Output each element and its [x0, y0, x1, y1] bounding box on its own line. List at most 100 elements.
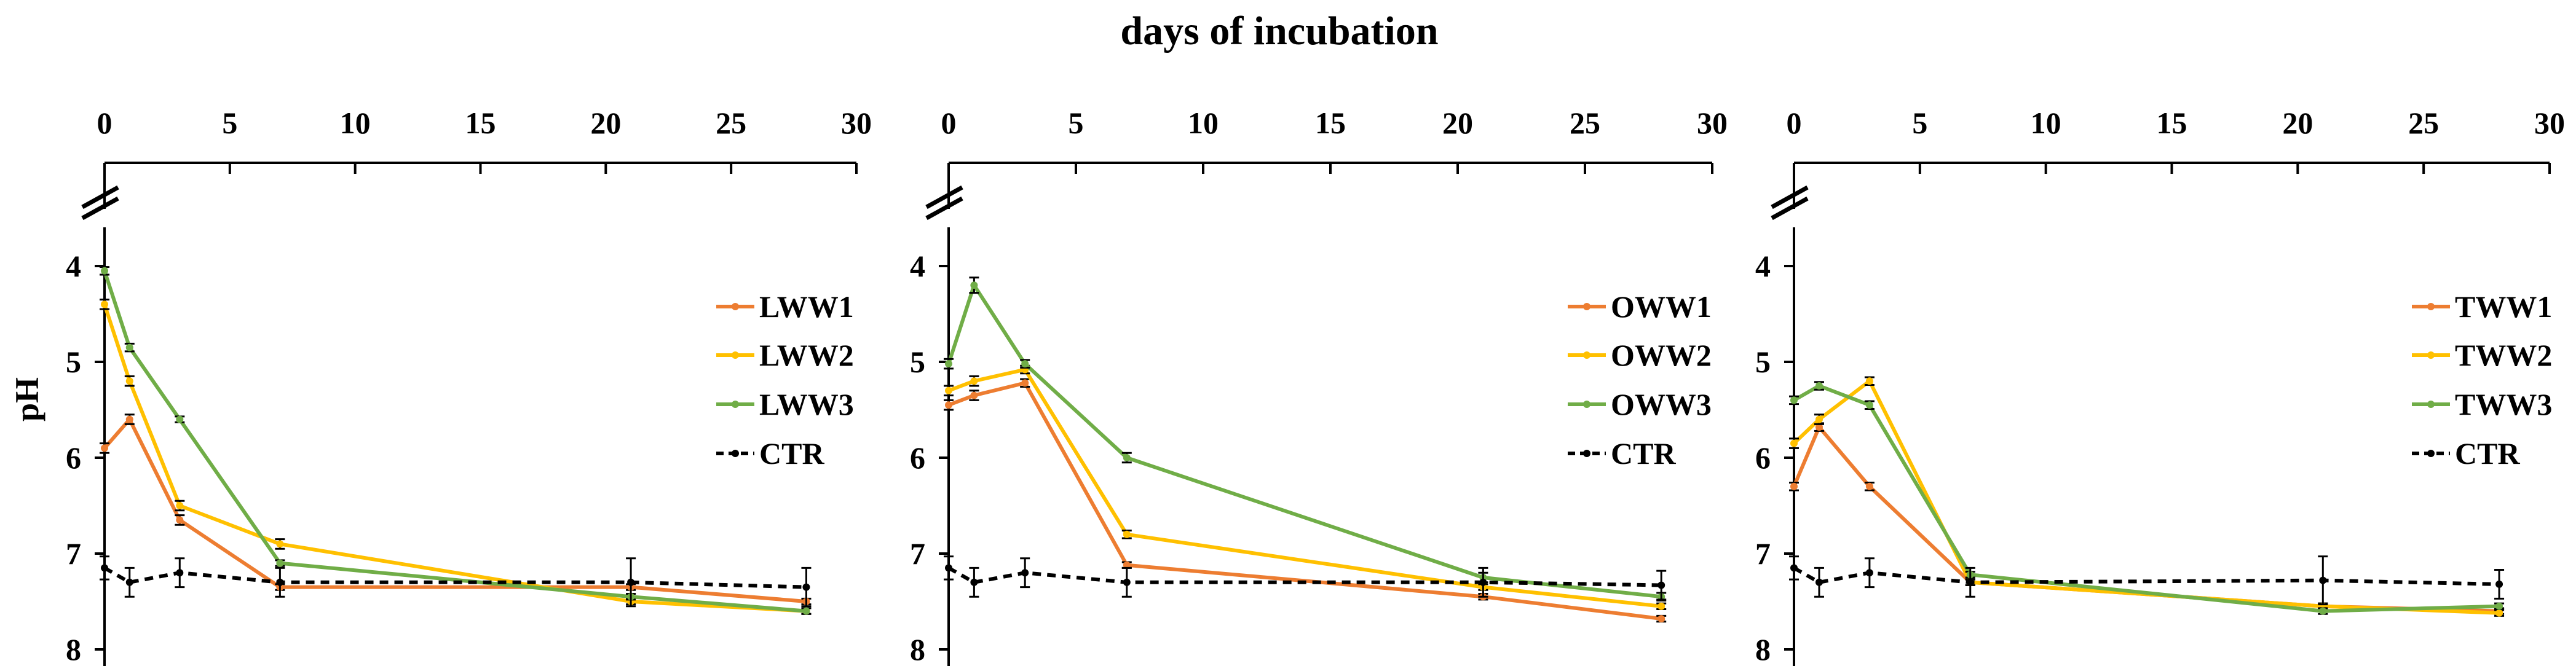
series-line — [947, 566, 1662, 587]
legend-label: LWW3 — [759, 387, 854, 421]
axis-break-mark — [81, 185, 119, 210]
legend-marker — [2427, 450, 2435, 457]
data-point — [1021, 379, 1029, 387]
legend-label: CTR — [759, 436, 824, 471]
data-point — [945, 401, 952, 409]
y-tick-label: 8 — [910, 632, 925, 666]
x-tick-label: 30 — [1697, 106, 1728, 140]
legend-marker — [1583, 351, 1590, 359]
data-point — [2495, 580, 2503, 588]
legend-marker — [1583, 401, 1590, 408]
legend-marker — [732, 303, 739, 310]
legend-label: OWW2 — [1611, 338, 1712, 372]
x-tick-label: 25 — [1570, 106, 1600, 140]
axis-break-mark — [925, 185, 963, 210]
y-tick-label: 7 — [66, 536, 81, 571]
y-tick-label: 6 — [910, 441, 925, 475]
series-tww3 — [1789, 381, 2505, 615]
data-point — [970, 578, 978, 586]
legend-marker — [732, 401, 739, 408]
data-point — [1815, 415, 1823, 423]
data-point — [101, 267, 108, 275]
axis-break-mark — [925, 196, 963, 221]
y-tick-label: 7 — [1755, 536, 1771, 571]
x-tick-label: 10 — [2031, 106, 2061, 140]
y-tick-label: 8 — [66, 632, 81, 666]
axis-break-mark — [1771, 196, 1809, 221]
figure-title: days of incubation — [1120, 9, 1438, 53]
x-tick-label: 25 — [2408, 106, 2439, 140]
series-oww1 — [944, 378, 1667, 623]
series-ctr — [100, 555, 812, 608]
panels: 0 5 10 15 20 25 30 4 5 6 7 8 pH LWW1 LWW2 LWW3 CTR 0 5 10 15… — [9, 106, 2565, 666]
y-tick-label: 6 — [66, 441, 81, 475]
y-tick-label: 7 — [910, 536, 925, 571]
x-tick-label: 0 — [97, 106, 113, 140]
data-point — [1123, 578, 1131, 586]
data-point — [1790, 396, 1798, 404]
data-point — [1815, 382, 1823, 390]
data-point — [1815, 423, 1823, 431]
y-tick-label: 4 — [910, 249, 925, 283]
data-point — [176, 569, 184, 577]
y-tick-label: 4 — [1755, 249, 1771, 283]
x-tick-label: 10 — [340, 106, 371, 140]
legend-marker — [2427, 351, 2435, 359]
x-tick-label: 20 — [590, 106, 621, 140]
data-point — [101, 444, 108, 452]
x-tick-label: 15 — [1315, 106, 1346, 140]
data-point — [2495, 602, 2503, 610]
data-point — [1123, 454, 1131, 461]
data-point — [125, 377, 133, 385]
data-point — [1815, 578, 1823, 586]
y-tick-label: 6 — [1755, 441, 1771, 475]
axis-break-mark — [81, 196, 119, 221]
legend: LWW1 LWW2 LWW3 CTR — [716, 289, 854, 471]
x-tick-label: 15 — [465, 106, 496, 140]
y-tick-label: 5 — [910, 345, 925, 379]
x-tick-label: 0 — [941, 106, 957, 140]
data-point — [101, 300, 108, 308]
series-line — [947, 381, 1662, 621]
legend-marker — [1583, 303, 1590, 310]
y-tick-label: 5 — [66, 345, 81, 379]
series-oww2 — [944, 364, 1667, 610]
data-point — [1865, 401, 1873, 409]
y-tick-label: 5 — [1755, 345, 1771, 379]
series-line — [1792, 379, 2500, 615]
legend-marker — [732, 351, 739, 359]
series-line — [947, 283, 1662, 599]
data-point — [1479, 578, 1487, 586]
series-lww3 — [100, 266, 812, 615]
legend-marker — [2427, 303, 2435, 310]
data-point — [802, 607, 810, 615]
legend-label: OWW3 — [1611, 387, 1712, 421]
y-axis-label: pH — [9, 377, 45, 421]
legend-label: CTR — [2455, 436, 2520, 471]
data-point — [1790, 564, 1798, 572]
legend-label: CTR — [1611, 436, 1676, 471]
legend-marker — [2427, 401, 2435, 408]
x-tick-label: 0 — [1787, 106, 1802, 140]
data-point — [1657, 602, 1665, 610]
data-point — [1865, 482, 1873, 490]
data-point — [945, 386, 952, 394]
x-tick-label: 25 — [716, 106, 746, 140]
axis-break-mark — [1771, 185, 1809, 210]
x-tick-label: 30 — [841, 106, 872, 140]
data-point — [1966, 578, 1974, 586]
legend-label: TWW2 — [2455, 338, 2552, 372]
data-point — [101, 564, 108, 572]
series-oww3 — [944, 276, 1667, 601]
data-point — [176, 415, 184, 423]
legend: OWW1 OWW2 OWW3 CTR — [1568, 289, 1712, 471]
series-line — [103, 566, 807, 589]
data-point — [1657, 615, 1665, 623]
x-tick-label: 20 — [2282, 106, 2313, 140]
legend-label: TWW3 — [2455, 387, 2552, 421]
y-tick-label: 8 — [1755, 632, 1771, 666]
x-tick-label: 5 — [222, 106, 237, 140]
data-point — [945, 564, 952, 572]
data-point — [176, 502, 184, 509]
